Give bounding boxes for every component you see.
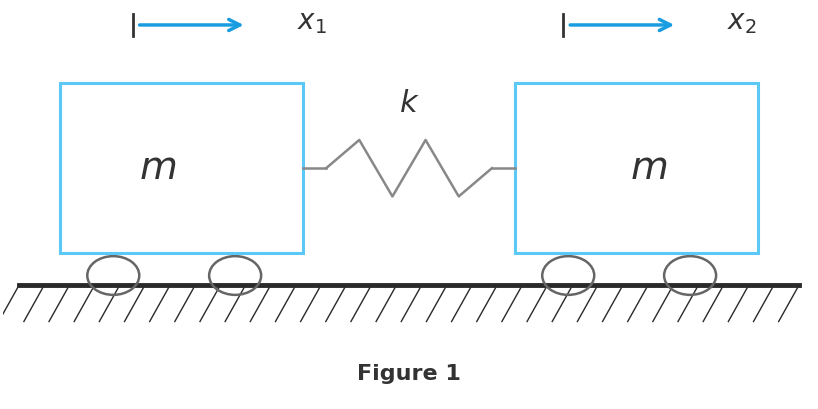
Text: $x_1$: $x_1$ xyxy=(297,9,326,36)
Bar xyxy=(515,83,758,253)
Text: Figure 1: Figure 1 xyxy=(357,364,461,384)
Text: $m$: $m$ xyxy=(630,149,667,187)
Text: $m$: $m$ xyxy=(138,149,176,187)
Text: $k$: $k$ xyxy=(398,88,420,119)
Text: $x_2$: $x_2$ xyxy=(727,9,757,36)
Bar xyxy=(60,83,303,253)
